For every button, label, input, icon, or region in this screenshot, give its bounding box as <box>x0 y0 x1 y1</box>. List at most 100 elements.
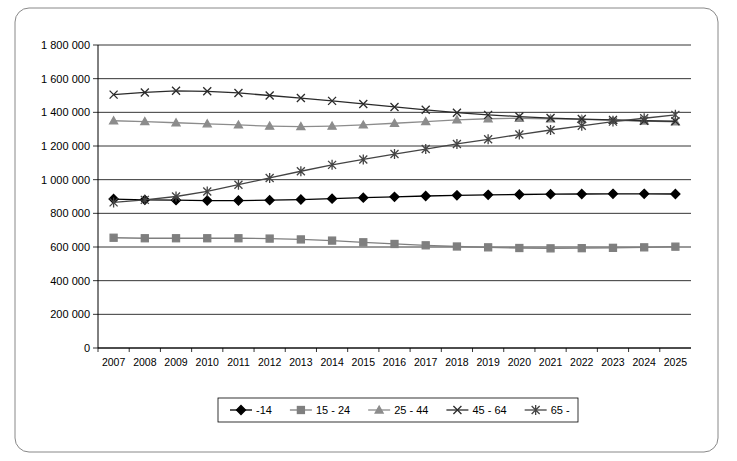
data-point <box>484 190 493 199</box>
data-point <box>235 235 242 242</box>
y-tick-label: 400 000 <box>50 275 90 287</box>
x-tick-label: 2013 <box>289 356 313 368</box>
legend-label: 65 - <box>551 404 570 416</box>
data-point <box>297 166 305 176</box>
data-point <box>391 240 398 247</box>
data-point <box>110 117 118 124</box>
x-tick <box>347 348 348 352</box>
grid-line <box>98 112 691 113</box>
data-point <box>485 244 492 251</box>
data-point <box>547 114 555 122</box>
x-axis <box>98 348 691 349</box>
data-point <box>391 103 399 111</box>
data-point <box>234 196 243 205</box>
data-point <box>328 194 337 203</box>
data-point <box>578 245 585 252</box>
data-point <box>265 196 274 205</box>
data-point <box>203 120 211 127</box>
data-point <box>422 118 430 125</box>
data-point <box>266 173 274 183</box>
data-point <box>297 94 305 102</box>
x-tick-label: 2020 <box>508 356 532 368</box>
x-tick-label: 2015 <box>352 356 376 368</box>
data-point <box>515 130 523 140</box>
chart: 0200 000400 000600 000800 0001 000 0001 … <box>0 0 737 461</box>
data-point <box>671 110 679 120</box>
data-point <box>422 106 430 114</box>
x-tick-label: 2023 <box>601 356 625 368</box>
data-point <box>452 191 461 200</box>
data-point <box>204 235 211 242</box>
y-axis <box>98 45 99 348</box>
data-point <box>391 119 399 126</box>
y-tick-label: 1 000 000 <box>41 174 90 186</box>
data-point <box>234 121 242 128</box>
data-point <box>547 245 554 252</box>
legend-label: -14 <box>256 404 272 416</box>
data-point <box>328 160 336 170</box>
grid-line <box>98 45 691 46</box>
x-tick <box>566 348 567 352</box>
x-tick-label: 2019 <box>476 356 500 368</box>
legend-box <box>218 398 578 422</box>
data-point <box>577 189 586 198</box>
grid-line <box>98 280 691 281</box>
x-tick-label: 2017 <box>414 356 438 368</box>
y-tick-label: 800 000 <box>50 207 90 219</box>
x-tick <box>222 348 223 352</box>
data-point <box>141 118 149 125</box>
x-tick <box>191 348 192 352</box>
data-point <box>578 121 586 131</box>
data-point <box>328 122 336 129</box>
plot-area <box>109 87 680 252</box>
data-point <box>515 190 524 199</box>
y-tick-label: 1 200 000 <box>41 140 90 152</box>
data-point <box>360 239 367 246</box>
x-tick <box>129 348 130 352</box>
legend-label: 45 - 64 <box>472 404 506 416</box>
x-tick <box>597 348 598 352</box>
legend-marker <box>532 405 540 415</box>
x-tick <box>285 348 286 352</box>
data-point <box>141 88 149 96</box>
data-point <box>671 189 680 198</box>
data-point <box>547 125 555 135</box>
y-tick-label: 1 600 000 <box>41 73 90 85</box>
y-tick <box>93 314 98 315</box>
data-point <box>172 192 180 202</box>
grid-line <box>98 213 691 214</box>
data-point <box>422 242 429 249</box>
data-point <box>329 237 336 244</box>
data-point <box>609 244 616 251</box>
y-tick-label: 1 400 000 <box>41 106 90 118</box>
data-point <box>297 123 305 130</box>
x-tick <box>441 348 442 352</box>
x-tick <box>659 348 660 352</box>
legend-marker <box>297 407 304 414</box>
data-point <box>390 192 399 201</box>
data-point <box>328 97 336 105</box>
data-point <box>266 235 273 242</box>
x-tick <box>98 348 99 352</box>
x-tick <box>316 348 317 352</box>
frame <box>15 8 718 452</box>
y-tick <box>93 45 98 46</box>
data-point <box>173 235 180 242</box>
y-tick <box>93 348 98 349</box>
data-point <box>422 144 430 154</box>
legend: -1415 - 2425 - 4445 - 6465 - <box>218 398 578 422</box>
data-point <box>453 139 461 149</box>
x-tick-label: 2016 <box>383 356 407 368</box>
grid-line <box>98 78 691 79</box>
data-point <box>203 196 212 205</box>
y-tick-label: 600 000 <box>50 241 90 253</box>
legend-label: 25 - 44 <box>394 404 428 416</box>
x-tick-label: 2018 <box>445 356 469 368</box>
data-point <box>453 109 461 117</box>
data-point <box>515 113 523 121</box>
data-point <box>266 122 274 129</box>
x-tick-label: 2008 <box>133 356 157 368</box>
data-point <box>110 91 118 99</box>
x-tick-label: 2025 <box>664 356 688 368</box>
grid-line <box>98 314 691 315</box>
